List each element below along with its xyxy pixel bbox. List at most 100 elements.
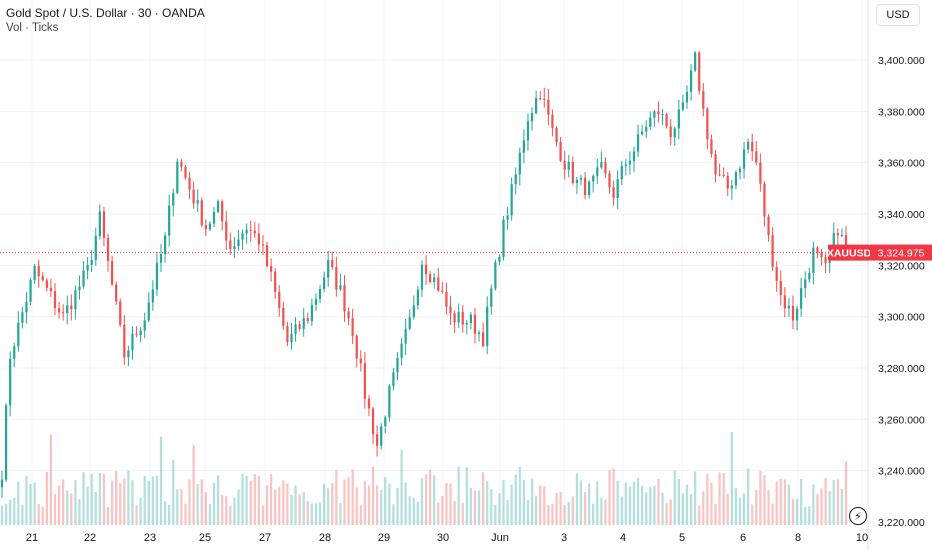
volume-bar (62, 479, 65, 525)
volume-bar (649, 486, 652, 525)
volume-bar (131, 480, 134, 525)
volume-bar (502, 479, 505, 525)
candle-body (539, 98, 542, 100)
volume-bar (127, 470, 130, 525)
candle-body (367, 398, 371, 409)
candle-body (461, 311, 464, 325)
lightning-icon[interactable]: ⚡ (849, 507, 867, 525)
volume-bar (514, 474, 517, 525)
volume-bar (176, 489, 179, 525)
last-price-tag (870, 244, 932, 261)
volume-bar (82, 472, 85, 525)
volume-bar (168, 504, 171, 525)
volume-bar (596, 481, 599, 525)
candle-body (339, 285, 342, 290)
volume-bar (384, 477, 387, 525)
candle-body (335, 267, 338, 290)
candle-body (294, 324, 297, 334)
volume-bar (37, 504, 40, 525)
candle-body (351, 318, 354, 336)
symbol-tag (828, 244, 870, 261)
volume-bar (469, 487, 473, 525)
volume-bar (388, 483, 391, 525)
volume-bar (588, 483, 591, 525)
candle-body (400, 343, 403, 358)
volume-bar (763, 474, 766, 525)
candle-body (233, 246, 236, 250)
candle-body (375, 434, 379, 446)
volume-bar (689, 494, 693, 525)
time-tick-label: 3 (561, 532, 567, 544)
candle-body (759, 162, 762, 184)
volume-bar (437, 502, 440, 525)
candle-body (314, 298, 318, 305)
candle-body (384, 417, 387, 427)
volume-bar (249, 480, 252, 525)
volume-bar (302, 492, 305, 525)
volume-bar (4, 503, 8, 525)
volume-bar (253, 474, 256, 525)
candle-body (449, 306, 452, 314)
candle-body (477, 332, 481, 334)
candle-body (816, 247, 819, 253)
candle-body (143, 320, 146, 331)
volume-bar (119, 483, 122, 525)
candle-body (310, 304, 313, 322)
price-tick-label: 3,360.000 (878, 158, 925, 170)
candle-body (184, 166, 187, 178)
candle-body (649, 117, 652, 127)
time-tick-label: 10 (856, 532, 868, 544)
volume-bar (265, 485, 269, 525)
volume-bar (359, 505, 362, 525)
candle-body (135, 333, 138, 336)
volume-bar (730, 431, 733, 525)
volume-bar (583, 492, 587, 525)
candle-body (502, 219, 505, 257)
volume-bar (461, 503, 464, 525)
candle-body (710, 139, 713, 155)
volume-bar (155, 475, 159, 525)
volume-bar (506, 500, 509, 525)
volume-bar (322, 483, 326, 525)
currency-button[interactable]: USD (876, 4, 920, 26)
candle-body (583, 177, 587, 195)
candle-body (380, 426, 383, 446)
candle-body (771, 235, 774, 268)
volume-bar (380, 490, 383, 525)
volume-bar (424, 474, 428, 525)
candle-body (547, 99, 550, 115)
volume-bar (494, 504, 497, 525)
price-tick-label: 3,280.000 (878, 363, 925, 375)
candle-body (755, 151, 758, 163)
candle-body (45, 280, 48, 288)
volume-bar (139, 497, 142, 525)
volume-bar (404, 482, 407, 525)
candle-body (698, 52, 701, 92)
candle-body (131, 333, 134, 351)
volume-bar (21, 504, 24, 525)
volume-bar (473, 490, 477, 525)
time-tick-label: 21 (26, 532, 38, 544)
volume-bar (204, 492, 207, 525)
volume-bar (9, 499, 12, 525)
candle-body (212, 211, 216, 224)
price-tick-label: 3,300.000 (878, 312, 925, 324)
volume-bar (29, 484, 32, 525)
candle-body (844, 234, 848, 253)
candle-body (392, 372, 395, 387)
candle-body (775, 267, 778, 281)
volume-bar (445, 483, 448, 525)
candle-body (563, 160, 566, 170)
volume-bar (184, 503, 187, 525)
volume-bar (298, 494, 301, 525)
candle-body (551, 114, 554, 129)
volume-bar (274, 489, 277, 525)
candle-body (9, 358, 12, 406)
volume-bar (192, 445, 195, 525)
candle-body (624, 164, 627, 167)
volume-bar (477, 490, 481, 525)
volume-bar (233, 497, 236, 525)
volume-bar (726, 493, 729, 525)
volume-bar (188, 479, 191, 525)
